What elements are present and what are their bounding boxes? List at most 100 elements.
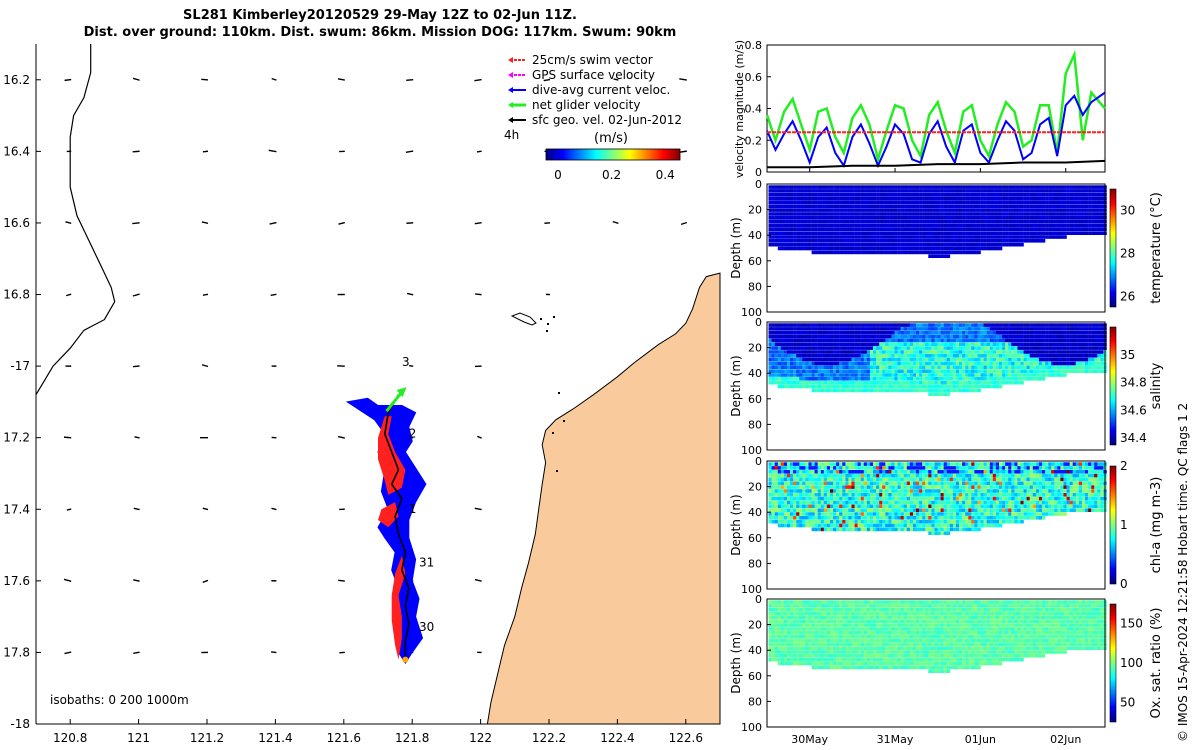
profile-data-cell xyxy=(943,193,947,197)
profile-data-cell xyxy=(1075,212,1080,216)
profile-data-cell xyxy=(909,250,914,255)
profile-data-cell xyxy=(869,489,874,493)
profile-data-cell xyxy=(968,185,972,189)
profile-data-cell xyxy=(823,489,828,493)
profile-data-cell xyxy=(995,373,1000,377)
profile-data-cell xyxy=(891,331,895,335)
profile-data-cell xyxy=(833,477,837,482)
profile-data-cell xyxy=(1042,231,1046,235)
profile-data-cell xyxy=(1075,223,1080,228)
profile-data-cell xyxy=(842,485,846,489)
profile-data-cell xyxy=(956,388,960,393)
profile-data-cell xyxy=(931,519,935,524)
profile-data-cell xyxy=(839,231,843,235)
profile-data-cell xyxy=(909,462,914,466)
profile-data-cell xyxy=(879,242,883,247)
profile-data-cell xyxy=(860,231,864,235)
profile-data-cell xyxy=(783,477,788,482)
profile-data-cell xyxy=(1035,369,1040,373)
profile-data-cell xyxy=(946,227,951,232)
profile-data-cell xyxy=(860,350,864,354)
profile-data-cell xyxy=(1060,219,1064,224)
profile-data-cell xyxy=(952,246,957,251)
profile-data-cell xyxy=(793,493,797,497)
profile-data-cell xyxy=(995,196,1000,201)
profile-data-cell xyxy=(916,500,920,505)
profile-data-cell xyxy=(1014,373,1018,377)
geo-velocity-arrow xyxy=(271,651,277,654)
profile-data-cell xyxy=(897,384,901,389)
profile-data-cell xyxy=(863,473,868,478)
profile-data-cell xyxy=(1085,212,1089,216)
profile-data-cell xyxy=(842,496,846,501)
profile-data-cell xyxy=(826,196,831,201)
profile-data-cell xyxy=(925,189,929,193)
profile-data-cell xyxy=(876,481,880,486)
profile-data-cell xyxy=(790,219,794,224)
profile-data-cell xyxy=(968,380,972,385)
profile-data-cell xyxy=(851,373,855,377)
profile-data-cell xyxy=(845,481,849,486)
profile-data-cell xyxy=(802,242,806,247)
profile-data-cell xyxy=(866,373,871,377)
profile-data-cell xyxy=(965,380,969,385)
profile-data-cell xyxy=(959,231,963,235)
profile-data-cell xyxy=(851,388,855,393)
profile-data-cell xyxy=(1060,342,1064,347)
profile-data-cell xyxy=(1011,369,1015,373)
profile-data-cell xyxy=(860,354,864,358)
profile-data-cell xyxy=(799,473,803,478)
profile-data-cell xyxy=(845,496,849,501)
profile-data-cell xyxy=(916,373,920,377)
profile-data-cell xyxy=(906,354,911,358)
profile-data-cell xyxy=(925,242,929,247)
profile-data-cell xyxy=(943,516,947,520)
profile-data-cell xyxy=(925,462,929,466)
profile-data-cell xyxy=(925,219,929,224)
profile-data-cell xyxy=(848,334,852,339)
profile-data-cell xyxy=(836,212,840,216)
profile-data-cell xyxy=(790,231,794,235)
profile-data-cell xyxy=(799,200,803,205)
profile-data-cell xyxy=(820,242,825,247)
profile-data-cell xyxy=(780,200,785,205)
profile-data-cell xyxy=(768,377,772,381)
profile-data-cell xyxy=(977,196,981,201)
profile-data-cell xyxy=(826,500,831,505)
profile-data-cell xyxy=(802,470,806,474)
profile-data-cell xyxy=(774,496,778,501)
profile-data-cell xyxy=(1045,334,1049,339)
profile-data-cell xyxy=(931,242,935,247)
profile-data-cell xyxy=(925,380,929,385)
profile-data-cell xyxy=(995,346,1000,350)
profile-data-cell xyxy=(903,500,907,505)
profile-data-cell xyxy=(922,380,926,385)
profile-data-cell xyxy=(1100,354,1104,358)
profile-data-cell xyxy=(897,231,901,235)
profile-data-cell xyxy=(1023,327,1027,331)
profile-data-cell xyxy=(876,462,880,466)
profile-data-cell xyxy=(913,508,917,512)
geo-velocity-arrow xyxy=(66,293,72,297)
profile-data-cell xyxy=(897,246,901,251)
profile-data-cell xyxy=(909,323,914,327)
profile-data-cell xyxy=(1020,208,1024,212)
profile-data-cell xyxy=(768,496,772,501)
profile-data-cell xyxy=(919,208,923,212)
profile-data-cell xyxy=(817,200,821,205)
profile-data-cell xyxy=(1026,369,1030,373)
profile-data-cell xyxy=(1072,193,1076,197)
profile-data-cell xyxy=(820,193,825,197)
profile-data-cell xyxy=(851,357,855,362)
profile-data-cell xyxy=(888,527,892,532)
profile-data-cell xyxy=(934,193,938,197)
profile-data-cell xyxy=(965,373,969,377)
profile-data-cell xyxy=(888,485,892,489)
profile-data-cell xyxy=(866,466,871,470)
profile-data-cell xyxy=(1011,331,1015,335)
profile-data-cell xyxy=(845,354,849,358)
profile-data-cell xyxy=(946,531,951,535)
profile-data-cell xyxy=(928,231,932,235)
profile-data-cell xyxy=(940,212,944,216)
